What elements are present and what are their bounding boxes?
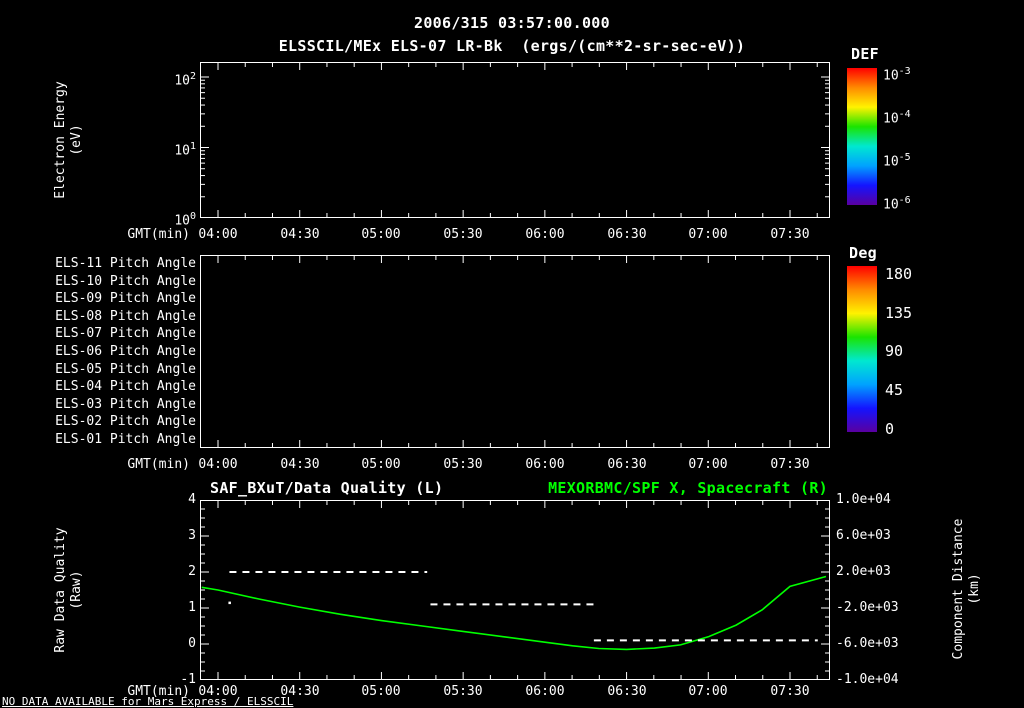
deg-colorbar-tick: 45: [885, 381, 904, 399]
deg-colorbar-tick: 90: [885, 342, 904, 360]
x-tick-label: 05:00: [361, 684, 401, 699]
pitch-row-label: ELS-10 Pitch Angle: [55, 274, 196, 289]
x-tick-label: 07:00: [688, 227, 728, 242]
x-tick-label: 04:30: [280, 684, 320, 699]
x-tick-label: 06:30: [607, 684, 647, 699]
def-colorbar: [847, 68, 877, 205]
pitch-row-label: ELS-04 Pitch Angle: [55, 379, 196, 394]
left-y-tick-label: 2: [188, 564, 196, 579]
deg-colorbar-tick: 135: [885, 304, 913, 322]
x-tick-label: 06:30: [607, 457, 647, 472]
spectro-y-axis-label-line2: (eV): [69, 124, 84, 156]
spectrogram-plot-area: [200, 62, 830, 218]
x-axis-title: GMT(min): [127, 227, 190, 242]
def-colorbar-tick: 10-5: [883, 152, 911, 170]
left-y-tick-label: 3: [188, 528, 196, 543]
bottom-right-title: MEXORBMC/SPF X, Spacecraft (R): [548, 479, 828, 497]
x-tick-label: 04:00: [198, 457, 238, 472]
def-colorbar-tick: 10-3: [883, 66, 911, 84]
bottom-right-y-axis-label-line1: Component Distance: [951, 518, 966, 660]
spectro-y-axis-label: Electron Energy (eV): [53, 81, 85, 198]
x-tick-label: 05:30: [443, 684, 483, 699]
x-tick-label: 05:30: [443, 457, 483, 472]
pitch-row-label: ELS-09 Pitch Angle: [55, 291, 196, 306]
spectro-y-tick-label: 102: [174, 71, 196, 89]
bottom-right-y-axis-label-line2: (km): [967, 573, 982, 605]
x-tick-label: 04:00: [198, 227, 238, 242]
pitch-row-label: ELS-01 Pitch Angle: [55, 432, 196, 447]
x-tick-label: 07:30: [770, 227, 810, 242]
right-y-tick-label: -6.0e+03: [836, 636, 899, 651]
pitch-row-label: ELS-11 Pitch Angle: [55, 256, 196, 271]
pitch-row-label: ELS-03 Pitch Angle: [55, 397, 196, 412]
left-y-tick-label: 1: [188, 600, 196, 615]
deg-colorbar-tick: 0: [885, 420, 895, 438]
timestamp-title: 2006/315 03:57:00.000: [414, 14, 610, 32]
x-axis-title: GMT(min): [127, 684, 190, 699]
def-colorbar-title: DEF: [851, 45, 879, 63]
x-tick-label: 06:00: [525, 457, 565, 472]
x-tick-label: 06:30: [607, 227, 647, 242]
left-y-tick-label: -1: [180, 672, 196, 687]
x-tick-label: 06:00: [525, 227, 565, 242]
bottom-left-y-axis-label-line2: (Raw): [69, 570, 84, 610]
x-tick-label: 05:00: [361, 227, 401, 242]
right-y-tick-label: 1.0e+04: [836, 492, 891, 507]
x-tick-label: 07:00: [688, 684, 728, 699]
def-colorbar-tick: 10-6: [883, 195, 911, 213]
spectro-y-tick-label: 100: [174, 211, 196, 229]
no-data-note: NO DATA AVAILABLE for Mars Express / ELS…: [2, 695, 294, 708]
pitch-row-label: ELS-05 Pitch Angle: [55, 362, 196, 377]
pitch-angle-plot-area: [200, 255, 830, 448]
pitch-row-label: ELS-02 Pitch Angle: [55, 414, 196, 429]
right-y-tick-label: 6.0e+03: [836, 528, 891, 543]
right-y-tick-label: 2.0e+03: [836, 564, 891, 579]
bottom-right-y-axis-label: Component Distance (km): [951, 519, 983, 660]
bottom-left-y-axis-label: Raw Data Quality (Raw): [53, 527, 85, 652]
x-tick-label: 04:30: [280, 457, 320, 472]
x-tick-label: 04:30: [280, 227, 320, 242]
spectro-y-axis-label-line1: Electron Energy: [53, 81, 68, 199]
x-tick-label: 07:30: [770, 684, 810, 699]
spectro-y-tick-label: 101: [174, 141, 196, 159]
x-axis-title: GMT(min): [127, 457, 190, 472]
deg-colorbar-title: Deg: [849, 244, 877, 262]
quality-distance-plot-area: [200, 500, 830, 680]
x-tick-label: 06:00: [525, 684, 565, 699]
x-tick-label: 04:00: [198, 684, 238, 699]
x-tick-label: 05:00: [361, 457, 401, 472]
def-colorbar-tick: 10-4: [883, 109, 911, 127]
plot-subtitle: ELSSCIL/MEx ELS-07 LR-Bk (ergs/(cm**2-sr…: [278, 37, 746, 55]
right-y-tick-label: -2.0e+03: [836, 600, 899, 615]
pitch-row-label: ELS-07 Pitch Angle: [55, 326, 196, 341]
pitch-row-label: ELS-08 Pitch Angle: [55, 309, 196, 324]
x-tick-label: 07:00: [688, 457, 728, 472]
deg-colorbar-tick: 180: [885, 265, 913, 283]
pitch-row-label: ELS-06 Pitch Angle: [55, 344, 196, 359]
spacecraft-distance-curve: [201, 575, 827, 651]
bottom-left-title: SAF_BXuT/Data Quality (L): [210, 479, 444, 497]
x-tick-label: 07:30: [770, 457, 810, 472]
bottom-left-y-axis-label-line1: Raw Data Quality: [53, 527, 68, 653]
right-y-tick-label: -1.0e+04: [836, 672, 899, 687]
x-tick-label: 05:30: [443, 227, 483, 242]
left-y-tick-label: 0: [188, 636, 196, 651]
left-y-tick-label: 4: [188, 492, 196, 507]
deg-colorbar: [847, 266, 877, 432]
